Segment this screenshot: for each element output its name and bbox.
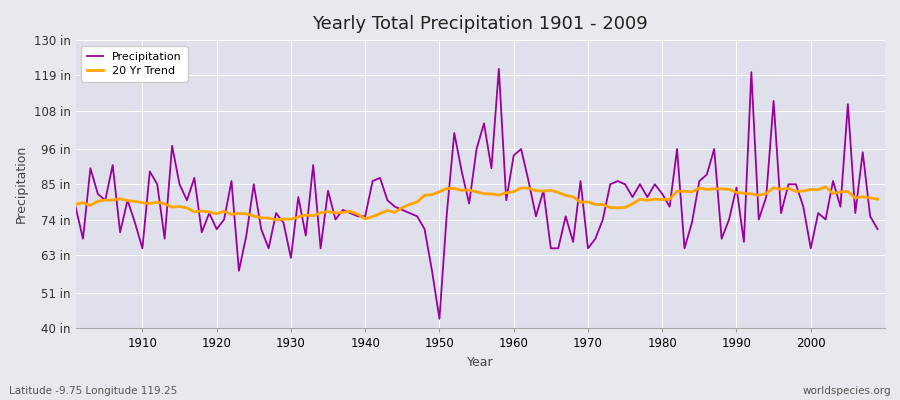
Text: Latitude -9.75 Longitude 119.25: Latitude -9.75 Longitude 119.25 (9, 386, 177, 396)
Text: worldspecies.org: worldspecies.org (803, 386, 891, 396)
Precipitation (338, 208, 348, 212)
Line: Precipitation: Precipitation (76, 69, 878, 319)
20 Yr Trend (872, 197, 883, 202)
20 Yr Trend (271, 218, 282, 222)
Title: Yearly Total Precipitation 1901 - 2009: Yearly Total Precipitation 1901 - 2009 (312, 15, 648, 33)
Legend: Precipitation, 20 Yr Trend: Precipitation, 20 Yr Trend (81, 46, 187, 82)
20 Yr Trend (345, 209, 356, 214)
Precipitation (612, 179, 623, 184)
20 Yr Trend (301, 212, 311, 217)
Precipitation (292, 195, 303, 200)
X-axis label: Year: Year (467, 356, 493, 369)
Precipitation (493, 66, 504, 71)
20 Yr Trend (605, 205, 616, 210)
20 Yr Trend (130, 199, 140, 204)
Y-axis label: Precipitation: Precipitation (15, 145, 28, 223)
Precipitation (130, 220, 140, 225)
Precipitation (70, 204, 81, 209)
Precipitation (434, 316, 445, 321)
20 Yr Trend (820, 184, 831, 189)
20 Yr Trend (70, 202, 81, 207)
Line: 20 Yr Trend: 20 Yr Trend (76, 187, 878, 220)
Precipitation (516, 147, 526, 152)
20 Yr Trend (516, 186, 526, 190)
20 Yr Trend (508, 189, 519, 194)
Precipitation (523, 179, 534, 184)
Precipitation (872, 227, 883, 232)
